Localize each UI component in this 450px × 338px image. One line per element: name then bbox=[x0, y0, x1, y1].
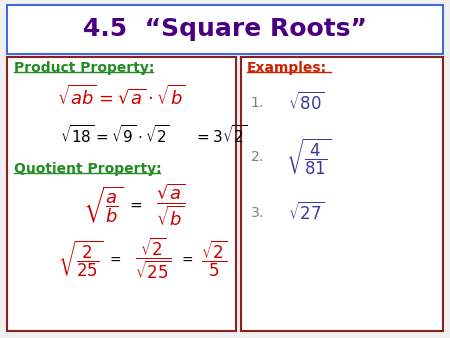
Text: $\mathit{1.}$: $\mathit{1.}$ bbox=[250, 96, 263, 110]
Text: $\sqrt{ab} = \sqrt{a} \cdot \sqrt{b}$: $\sqrt{ab} = \sqrt{a} \cdot \sqrt{b}$ bbox=[57, 85, 186, 108]
Text: $=$: $=$ bbox=[180, 251, 194, 266]
Bar bbox=[7, 57, 236, 331]
Text: $= 3\sqrt{2}$: $= 3\sqrt{2}$ bbox=[194, 124, 247, 146]
Text: $=$: $=$ bbox=[127, 197, 143, 212]
Bar bbox=[7, 5, 443, 54]
Text: $\mathit{3.}$: $\mathit{3.}$ bbox=[250, 206, 263, 220]
Text: Quotient Property:: Quotient Property: bbox=[14, 162, 161, 176]
Text: $\mathit{2.}$: $\mathit{2.}$ bbox=[250, 150, 263, 164]
Text: $\dfrac{\sqrt{2}}{5}$: $\dfrac{\sqrt{2}}{5}$ bbox=[201, 239, 227, 279]
Text: $\sqrt{\dfrac{a}{b}}$: $\sqrt{\dfrac{a}{b}}$ bbox=[84, 184, 123, 225]
Text: $\sqrt{27}$: $\sqrt{27}$ bbox=[288, 202, 325, 224]
Text: $\dfrac{\sqrt{a}}{\sqrt{b}}$: $\dfrac{\sqrt{a}}{\sqrt{b}}$ bbox=[157, 181, 185, 228]
Bar bbox=[241, 57, 443, 331]
Text: $\sqrt{\dfrac{2}{25}}$: $\sqrt{\dfrac{2}{25}}$ bbox=[58, 238, 104, 279]
Text: $\dfrac{\sqrt{2}}{\sqrt{25}}$: $\dfrac{\sqrt{2}}{\sqrt{25}}$ bbox=[135, 236, 171, 281]
Text: 4.5  “Square Roots”: 4.5 “Square Roots” bbox=[83, 17, 367, 41]
Text: $\sqrt{18} = \sqrt{9} \cdot \sqrt{2}$: $\sqrt{18} = \sqrt{9} \cdot \sqrt{2}$ bbox=[60, 124, 170, 146]
Text: $=$: $=$ bbox=[108, 251, 122, 266]
Text: Examples:: Examples: bbox=[247, 61, 327, 75]
Text: $\sqrt{\dfrac{4}{81}}$: $\sqrt{\dfrac{4}{81}}$ bbox=[286, 137, 331, 177]
Text: Product Property:: Product Property: bbox=[14, 61, 154, 75]
Text: $\sqrt{80}$: $\sqrt{80}$ bbox=[288, 92, 325, 114]
